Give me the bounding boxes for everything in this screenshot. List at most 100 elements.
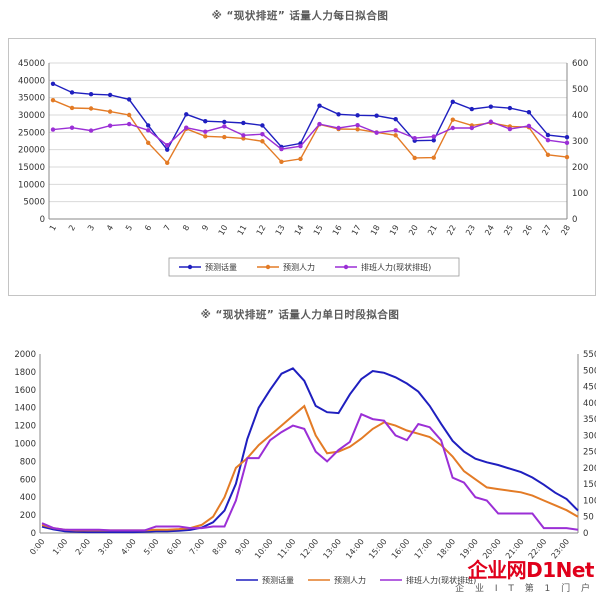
y-tick-label: 0 [40,215,45,225]
y-tick-label: 40000 [18,76,45,86]
data-point [145,140,151,146]
x-tick-label: 28 [559,224,572,237]
y-tick-label: 35000 [18,94,45,104]
data-point [355,127,360,132]
data-point [317,121,322,127]
data-point [50,81,56,86]
x-tick-label: 13:00 [321,537,343,560]
x-tick-label: 18:00 [435,537,457,560]
x-tick-label: 0:00 [28,537,46,557]
data-point [374,130,379,135]
x-tick-label: 18 [369,224,382,237]
data-point [564,134,570,140]
y-tick-label: 2000 [14,350,36,360]
legend-label: 预测话量 [262,575,294,585]
data-point [355,113,360,118]
data-point [298,144,303,149]
x-tick-label: 20 [407,224,420,237]
data-point [260,132,265,137]
y2-tick-label: 200 [572,163,588,173]
y2-tick-label: 500 [572,85,588,95]
data-point [279,146,284,152]
legend-box [168,257,460,277]
x-tick-label: 25 [502,224,515,237]
y-tick-label: 0 [31,529,36,539]
x-tick-label: 23 [464,224,477,237]
x-tick-label: 14 [293,224,306,237]
x-tick-label: 26 [521,224,534,237]
data-point [431,138,436,143]
y-tick-label: 25000 [18,128,45,138]
x-tick-label: 10:00 [253,537,275,560]
data-point [450,99,455,105]
x-tick-label: 8 [181,224,191,233]
data-point [450,125,455,131]
legend-marker [187,264,193,270]
y2-tick-label: 550 [583,350,596,360]
x-tick-label: 3 [86,224,96,233]
y2-tick-label: 200 [583,464,596,474]
x-tick-label: 15:00 [367,537,389,560]
data-point [203,134,208,139]
data-point [545,132,551,138]
x-tick-label: 6:00 [165,537,183,557]
x-tick-label: 4:00 [119,537,137,557]
data-point [222,134,227,140]
data-point [260,123,265,128]
data-point [69,125,75,130]
data-point [450,117,455,122]
y2-tick-label: 300 [583,431,596,441]
data-point [88,106,94,111]
y-tick-label: 1200 [14,422,36,432]
data-point [279,159,284,164]
x-tick-label: 14:00 [344,537,366,560]
data-point [488,119,494,124]
x-tick-label: 6 [143,224,153,233]
y-tick-label: 800 [20,457,36,467]
data-point [184,112,189,117]
data-point [393,133,398,138]
legend-label: 预测人力 [334,575,366,585]
y2-tick-label: 150 [583,480,596,490]
legend-marker [343,264,349,270]
data-point [507,126,513,132]
chart2-panel: 0 200 400 600 800 1000 1200 1400 1600 1800 2000 0 50… [8,340,599,598]
data-point [298,156,303,162]
y-tick-label: 45000 [18,59,45,69]
y-tick-label: 15000 [18,163,45,173]
data-point [488,104,494,109]
x-tick-label: 9:00 [233,537,251,557]
legend-label: 预测人力 [283,262,315,272]
data-point [355,122,360,128]
legend-label: 排班人力(现状排班) [361,262,431,272]
x-tick-label: 3:00 [97,537,115,557]
data-point [203,129,208,134]
data-point [107,109,113,114]
y-tick-label: 1800 [14,368,36,378]
x-tick-label: 24 [483,224,496,237]
data-point [564,140,570,146]
x-tick-label: 1:00 [51,537,69,557]
x-tick-label: 8:00 [211,537,229,557]
x-tick-label: 12:00 [299,537,321,560]
data-point [374,113,379,118]
y2-tick-label: 400 [572,111,588,121]
x-tick-label: 1 [48,224,58,233]
y-tick-label: 400 [20,493,36,503]
x-tick-label: 4 [105,224,115,233]
y-tick-label: 20000 [18,146,45,156]
y2-tick-label: 300 [572,137,588,147]
data-point [336,112,341,117]
x-tick-label: 27 [540,224,553,237]
y-tick-label: 1400 [14,404,36,414]
y2-tick-label: 100 [583,496,596,506]
legend-label: 排班人力(现状排班) [406,575,476,585]
x-tick-label: 17:00 [413,537,435,560]
data-point [241,133,246,138]
series-line [52,99,568,164]
data-point [526,123,532,129]
y2-tick-label: 50 [583,513,594,523]
data-point [165,142,170,148]
data-point [126,97,132,102]
x-tick-label: 7:00 [188,537,206,557]
